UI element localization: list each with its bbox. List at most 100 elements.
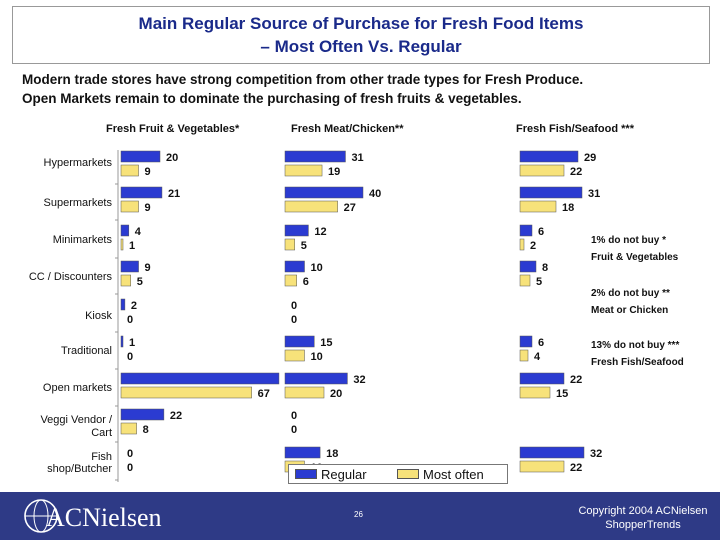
bar-regular xyxy=(284,446,321,459)
note-fruit-line2: Fruit & Vegetables xyxy=(591,252,679,263)
data-label: 29 xyxy=(584,152,596,164)
category-label: Kiosk xyxy=(85,310,112,322)
note-fruit: 1% do not buy * Fruit & Vegetables xyxy=(591,232,678,266)
bar-most-often xyxy=(519,386,551,399)
bar-regular xyxy=(284,224,309,237)
bar-most-often xyxy=(120,200,139,213)
title-box: Main Regular Source of Purchase for Fres… xyxy=(12,6,710,64)
data-label: 4 xyxy=(534,351,541,363)
bar-regular xyxy=(120,335,124,348)
legend-swatch-regular xyxy=(295,469,317,479)
data-label: 18 xyxy=(562,202,574,214)
data-label: 32 xyxy=(590,448,602,460)
data-label: 0 xyxy=(291,300,297,312)
data-label: 0 xyxy=(291,314,297,326)
bar-regular xyxy=(519,186,583,199)
data-label: 4 xyxy=(135,226,142,238)
data-label: 0 xyxy=(127,314,133,326)
bar-regular xyxy=(284,260,305,273)
bar-most-often xyxy=(120,422,137,435)
note-fish-line2: Fresh Fish/Seafood xyxy=(591,357,684,368)
bar-regular xyxy=(284,335,315,348)
data-label: 8 xyxy=(542,262,548,274)
data-label: 1 xyxy=(129,240,135,252)
bar-most-often xyxy=(284,164,323,177)
panel-title-fish: Fresh Fish/Seafood *** xyxy=(516,123,634,135)
data-label: 0 xyxy=(291,410,297,422)
bar-regular xyxy=(120,372,280,385)
data-label: 1 xyxy=(129,337,135,349)
bar-most-often xyxy=(519,460,565,473)
data-label: 12 xyxy=(314,226,326,238)
data-label: 31 xyxy=(588,188,600,200)
note-meat-line2: Meat or Chicken xyxy=(591,305,669,316)
category-label: Veggi Vendor / xyxy=(40,414,113,426)
legend-label-regular: Regular xyxy=(321,467,367,482)
copyright-line1: Copyright 2004 ACNielsen xyxy=(578,505,708,517)
data-label: 22 xyxy=(570,462,582,474)
bar-regular xyxy=(519,150,579,163)
page-number: 26 xyxy=(354,510,363,519)
bar-regular xyxy=(120,298,126,311)
bar-regular xyxy=(284,186,364,199)
data-label: 5 xyxy=(301,240,307,252)
data-label: 9 xyxy=(145,262,151,274)
bar-most-often xyxy=(519,200,557,213)
bar-regular xyxy=(284,372,348,385)
bar-regular xyxy=(120,260,139,273)
category-label: Cart xyxy=(91,427,112,439)
category-label: Hypermarkets xyxy=(44,157,113,169)
bar-most-often xyxy=(519,238,525,251)
subtitle: Modern trade stores have strong competit… xyxy=(22,70,712,108)
bar-most-often xyxy=(284,200,338,213)
footer-bar xyxy=(0,492,720,540)
data-label: 22 xyxy=(170,410,182,422)
note-meat-line1: 2% do not buy ** xyxy=(591,288,670,299)
bar-regular xyxy=(120,150,161,163)
data-label: 2 xyxy=(131,300,137,312)
acnielsen-logo: ACNielsen xyxy=(24,499,162,533)
data-label: 6 xyxy=(303,276,309,288)
legend-swatch-most-often xyxy=(397,469,419,479)
data-label: 20 xyxy=(330,388,342,400)
data-label: 15 xyxy=(320,337,332,349)
category-label: Fish xyxy=(91,451,112,463)
logo-text: ACNielsen xyxy=(46,503,162,532)
data-label: 31 xyxy=(351,152,363,164)
bar-regular xyxy=(284,150,346,163)
note-fish-line1: 13% do not buy *** xyxy=(591,340,680,351)
data-label: 18 xyxy=(326,448,338,460)
data-label: 20 xyxy=(166,152,178,164)
subtitle-line1: Modern trade stores have strong competit… xyxy=(22,72,584,87)
bar-most-often xyxy=(284,274,297,287)
bar-regular xyxy=(519,260,537,273)
category-label: Traditional xyxy=(61,345,112,357)
data-label: 22 xyxy=(570,166,582,178)
data-label: 0 xyxy=(291,424,297,436)
copyright-line2: ShopperTrends xyxy=(605,519,681,531)
data-label: 19 xyxy=(328,166,340,178)
bar-most-often xyxy=(284,238,295,251)
bar-regular xyxy=(120,224,130,237)
bar-regular xyxy=(120,408,165,421)
bar-regular xyxy=(519,224,533,237)
data-label: 21 xyxy=(168,188,180,200)
chart-title-line1: Main Regular Source of Purchase for Fres… xyxy=(138,14,584,33)
bar-most-often xyxy=(519,164,565,177)
bar-most-often xyxy=(519,274,531,287)
bar-most-often xyxy=(120,238,124,251)
bar-regular xyxy=(120,186,163,199)
subtitle-line2: Open Markets remain to dominate the purc… xyxy=(22,91,522,106)
category-label: Open markets xyxy=(43,382,113,394)
category-label: CC / Discounters xyxy=(29,271,113,283)
data-label: 10 xyxy=(311,351,323,363)
panel-title-fruit: Fresh Fruit & Vegetables* xyxy=(106,123,240,135)
data-label: 8 xyxy=(143,424,149,436)
bar-regular xyxy=(519,372,565,385)
data-label: 15 xyxy=(556,388,568,400)
panel-title-meat: Fresh Meat/Chicken** xyxy=(291,123,404,135)
note-fish: 13% do not buy *** Fresh Fish/Seafood xyxy=(591,337,684,371)
data-label: 32 xyxy=(353,374,365,386)
data-label: 6 xyxy=(538,226,544,238)
data-label: 0 xyxy=(127,351,133,363)
